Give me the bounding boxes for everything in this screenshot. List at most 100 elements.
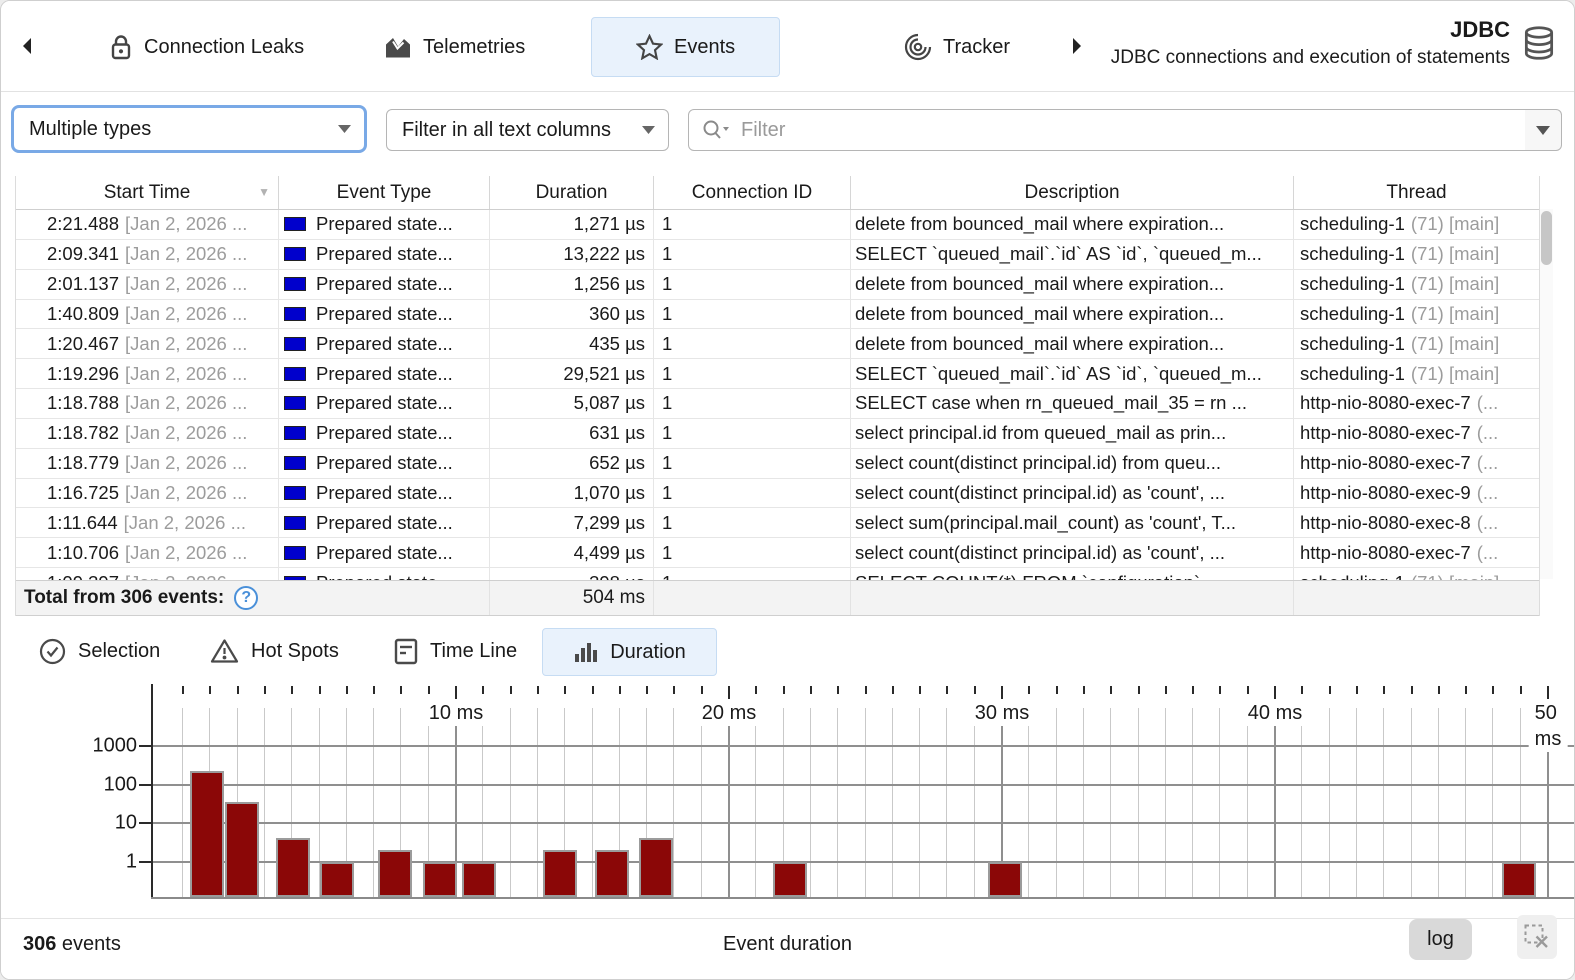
column-header-start-time[interactable]: Start Time ▼ [16,176,279,209]
cell-event-type: Prepared state... [279,568,490,580]
column-header-description[interactable]: Description [851,176,1294,209]
table-scrollbar[interactable] [1540,209,1553,579]
table-row[interactable]: 1:40.809[Jan 2, 2026 ...Prepared state..… [16,300,1539,330]
cell-event-type: Prepared state... [279,419,490,448]
table-row[interactable]: 1:09.397[Jan 2, 2026 ...Prepared state..… [16,568,1539,580]
table-row[interactable]: 1:18.782[Jan 2, 2026 ...Prepared state..… [16,419,1539,449]
grid-line-vertical [1247,708,1248,897]
table-row[interactable]: 1:10.706[Jan 2, 2026 ...Prepared state..… [16,538,1539,568]
grid-line-vertical [1465,708,1466,897]
grid-line-horizontal [151,861,1575,863]
filter-search-input[interactable] [739,118,1517,143]
y-axis-tick-label: 1000 [93,735,138,758]
table-row[interactable]: 1:19.296[Jan 2, 2026 ...Prepared state..… [16,359,1539,389]
cell-description: select sum(principal.mail_count) as 'cou… [851,508,1294,537]
table-row[interactable]: 1:11.644[Jan 2, 2026 ...Prepared state..… [16,508,1539,538]
cell-duration: 631 µs [490,419,654,448]
table-row[interactable]: 1:18.779[Jan 2, 2026 ...Prepared state..… [16,449,1539,479]
x-axis-tick [237,686,239,694]
log-scale-button[interactable]: log [1409,919,1472,960]
tab-time-line[interactable]: Time Line [394,628,517,674]
table-row[interactable]: 2:09.341[Jan 2, 2026 ...Prepared state..… [16,240,1539,270]
table-scrollbar-thumb[interactable] [1541,211,1552,265]
tab-tracker[interactable]: Tracker [904,25,1010,69]
grid-line-vertical [946,708,947,897]
x-axis-tick [1083,686,1085,694]
event-type-color-swatch [284,367,306,381]
x-axis-tick [701,686,703,694]
cell-start-time: 2:01.137[Jan 2, 2026 ... [16,270,279,299]
cell-start-time: 1:40.809[Jan 2, 2026 ... [16,300,279,329]
column-header-duration[interactable]: Duration [490,176,654,209]
cell-event-type: Prepared state... [279,270,490,299]
column-header-connection-id[interactable]: Connection ID [654,176,851,209]
x-axis-tick [182,686,184,694]
histogram-bar [462,862,496,898]
grid-line-vertical [755,708,756,897]
cell-event-type: Prepared state... [279,508,490,537]
cell-connection-id: 1 [654,508,851,537]
x-axis-tick [346,686,348,694]
grid-line-vertical [592,708,593,897]
cell-start-time: 1:16.725[Jan 2, 2026 ... [16,479,279,508]
histogram-bar [276,838,310,897]
clear-selection-button[interactable] [1517,915,1557,959]
table-row[interactable]: 1:20.467[Jan 2, 2026 ...Prepared state..… [16,329,1539,359]
x-axis-tick [482,686,484,694]
grid-line-vertical [1383,708,1384,897]
filter-history-dropdown-button[interactable] [1525,109,1562,151]
view-title-block: JDBC JDBC connections and execution of s… [1111,17,1558,69]
bar-chart-icon [573,640,598,664]
cell-thread: http-nio-8080-exec-7(... [1294,449,1539,478]
x-axis-tick [428,686,430,694]
filter-column-select[interactable]: Filter in all text columns [386,109,669,151]
cell-connection-id: 1 [654,419,851,448]
cell-thread: scheduling-1(71) [main] [1294,270,1539,299]
table-row[interactable]: 2:01.137[Jan 2, 2026 ...Prepared state..… [16,270,1539,300]
tab-telemetries[interactable]: Telemetries [384,25,525,69]
x-axis-tick [946,686,948,694]
filter-column-value: Filter in all text columns [402,119,611,142]
total-duration: 504 ms [490,581,654,615]
cell-start-time: 1:09.397[Jan 2, 2026 ... [16,568,279,580]
grid-line-vertical [1192,708,1193,897]
event-type-color-swatch [284,426,306,440]
grid-line-horizontal [151,822,1575,824]
x-axis-tick [291,686,293,694]
tab-duration[interactable]: Duration [542,628,717,676]
x-axis-tick [1547,686,1549,699]
x-axis-tick [1465,686,1467,694]
lock-icon [109,33,133,62]
tab-hot-spots[interactable]: Hot Spots [210,628,339,674]
event-type-filter-select[interactable]: Multiple types [11,105,367,153]
x-axis-tick [919,686,921,694]
histogram-bar [320,862,354,898]
grid-line-vertical [919,708,920,897]
x-axis-tick [209,686,211,694]
help-circle-icon[interactable]: ? [234,586,258,610]
table-row[interactable]: 2:21.488[Jan 2, 2026 ...Prepared state..… [16,210,1539,240]
cell-description: delete from bounced_mail where expiratio… [851,210,1294,239]
column-header-thread[interactable]: Thread [1294,176,1539,209]
table-row[interactable]: 1:18.788[Jan 2, 2026 ...Prepared state..… [16,389,1539,419]
chevron-left-icon[interactable] [21,37,33,60]
grid-line-vertical [865,708,866,897]
chevron-right-icon[interactable] [1071,37,1083,60]
search-icon[interactable] [701,118,731,142]
grid-line-vertical [1083,708,1084,897]
cell-event-type: Prepared state... [279,300,490,329]
tab-events[interactable]: Events [591,17,780,77]
table-row[interactable]: 1:16.725[Jan 2, 2026 ...Prepared state..… [16,479,1539,509]
histogram-bar [988,862,1022,898]
tab-selection[interactable]: Selection [39,628,160,674]
cell-duration: 7,299 µs [490,508,654,537]
x-axis-tick [1192,686,1194,694]
cell-thread: scheduling-1(71) [main] [1294,300,1539,329]
cell-thread: http-nio-8080-exec-8(... [1294,508,1539,537]
cell-duration: 29,521 µs [490,359,654,388]
tab-connection-leaks[interactable]: Connection Leaks [109,25,304,69]
column-header-event-type[interactable]: Event Type [279,176,490,209]
x-axis-tick [319,686,321,694]
x-axis-tick [1411,686,1413,694]
histogram-bar [1502,862,1536,898]
